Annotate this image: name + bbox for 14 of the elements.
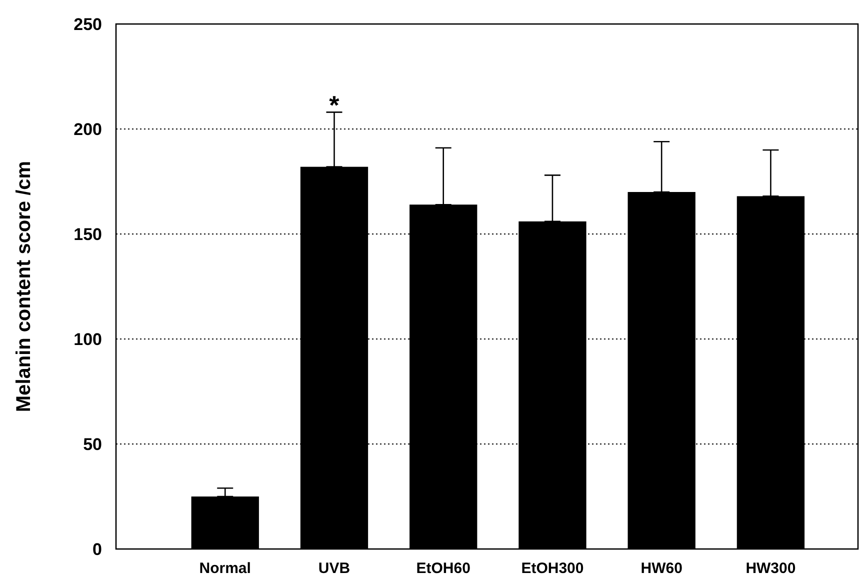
y-tick-label: 150 (74, 224, 102, 244)
y-tick-label: 250 (74, 14, 102, 34)
y-axis-title: Melanin content score /cm (13, 160, 35, 412)
x-tick-label: HW60 (640, 560, 682, 577)
y-tick-label: 100 (74, 330, 102, 349)
y-tick-label: 200 (74, 120, 102, 139)
annotation: * (329, 90, 340, 120)
x-tick-label: HW300 (746, 560, 796, 577)
x-tick-label: Normal (199, 560, 251, 577)
x-tick-label: EtOH60 (416, 560, 470, 577)
y-tick-label: 50 (83, 434, 102, 454)
x-tick-label: EtOH300 (521, 560, 584, 577)
x-tick-label: UVB (318, 560, 350, 577)
y-tick-label: 0 (92, 540, 102, 559)
